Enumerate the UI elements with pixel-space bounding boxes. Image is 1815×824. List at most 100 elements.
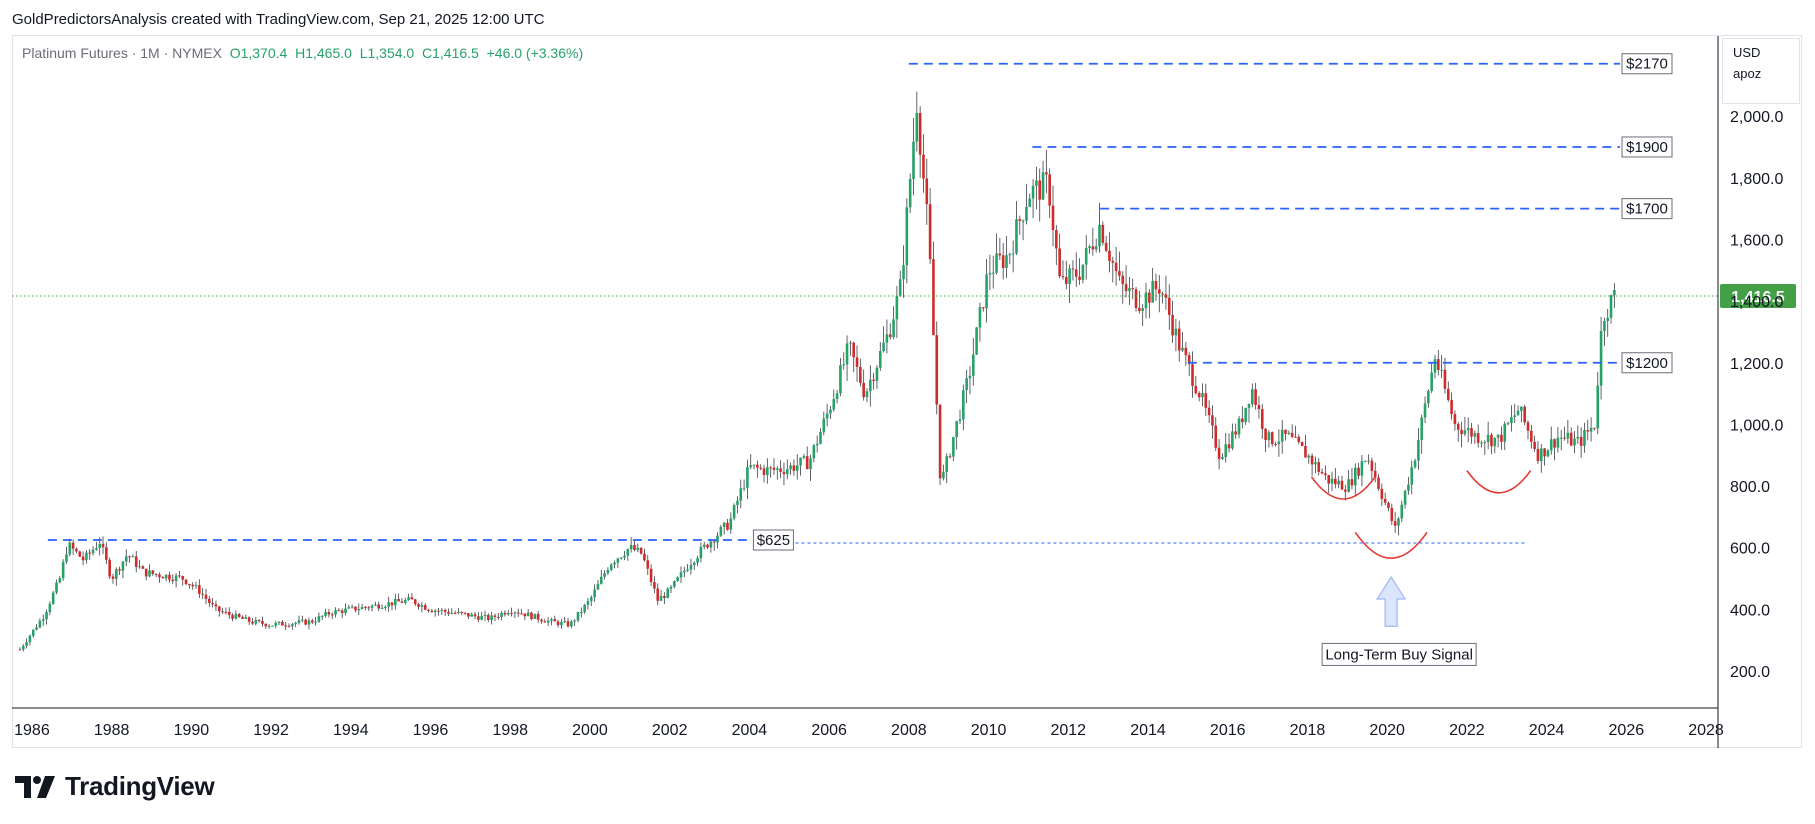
chart-frame[interactable] — [12, 35, 1802, 748]
level-label-box — [1621, 53, 1673, 75]
candle-body — [1526, 422, 1530, 431]
candle-body — [925, 178, 929, 205]
candle-body — [560, 621, 563, 626]
candle-body — [722, 522, 726, 527]
candle-body — [673, 581, 676, 587]
candle-body — [25, 642, 28, 646]
candle-body — [450, 612, 454, 614]
candle-body — [420, 605, 424, 607]
price-axis-tick: 2,000.0 — [1730, 109, 1783, 126]
candle-body — [1563, 437, 1566, 439]
candle-body — [254, 619, 258, 624]
candle-body — [802, 456, 806, 458]
candle-body — [1221, 457, 1224, 460]
level-label-box — [752, 529, 794, 551]
candle-body — [583, 604, 586, 613]
candle-body — [131, 556, 135, 558]
candle-body — [586, 601, 590, 605]
candle-body — [314, 621, 317, 623]
candle-body — [752, 464, 756, 466]
candle-body — [480, 616, 483, 620]
candle-body — [1530, 430, 1533, 442]
candle-body — [962, 390, 965, 420]
brand[interactable]: TradingView — [15, 771, 215, 802]
candle-body — [1045, 172, 1048, 175]
candle-body — [1420, 417, 1424, 441]
candle-body — [291, 624, 294, 627]
candle-body — [878, 350, 882, 368]
candle-body — [1001, 255, 1005, 269]
candle-body — [430, 610, 434, 613]
candle-body — [1074, 269, 1078, 277]
candles-layer — [18, 91, 1616, 652]
candle-body — [1383, 498, 1387, 503]
candle-body — [749, 465, 753, 468]
candle-body — [892, 319, 895, 338]
scale-settings-box[interactable]: USD apoz — [1722, 38, 1800, 104]
candle-body — [1314, 462, 1317, 465]
candle-body — [440, 609, 444, 611]
candle-body — [689, 565, 693, 570]
candle-body — [1460, 429, 1463, 435]
candle-body — [437, 610, 440, 612]
candle-body — [1549, 439, 1553, 451]
candle-body — [227, 611, 231, 616]
candle-body — [510, 612, 513, 614]
candle-body — [540, 619, 543, 622]
scale-mode-label[interactable]: apoz — [1733, 66, 1762, 81]
candle-body — [463, 612, 467, 614]
candle-body — [124, 556, 128, 562]
candle-body — [683, 570, 686, 573]
candle-body — [503, 612, 507, 615]
currency-label[interactable]: USD — [1733, 45, 1761, 60]
candle-body — [785, 469, 789, 475]
candle-body — [580, 612, 583, 614]
candle-body — [603, 573, 606, 577]
time-axis-tick: 2018 — [1290, 722, 1326, 739]
candle-body — [221, 611, 224, 613]
time-axis-tick: 1998 — [492, 722, 528, 739]
chart-attribution: GoldPredictorsAnalysis created with Trad… — [12, 11, 545, 28]
candle-body — [556, 621, 560, 626]
candle-body — [1503, 423, 1507, 442]
candle-body — [902, 265, 905, 280]
candle-body — [134, 556, 138, 568]
candle-body — [55, 582, 58, 593]
candle-body — [397, 598, 400, 602]
candle-body — [473, 614, 477, 617]
candle-body — [85, 552, 88, 561]
time-axis-tick: 2026 — [1609, 722, 1645, 739]
candle-body — [1583, 430, 1586, 446]
candle-body — [872, 379, 875, 381]
bottom-arc — [1310, 476, 1376, 500]
candle-body — [224, 611, 228, 613]
candle-body — [1088, 246, 1091, 248]
price-axis-tick: 1,800.0 — [1730, 171, 1783, 188]
time-axis-tick: 2004 — [732, 722, 768, 739]
candle-body — [161, 577, 165, 579]
candle-body — [696, 558, 699, 563]
candle-body — [330, 614, 334, 616]
candle-body — [1380, 488, 1384, 499]
candle-body — [616, 558, 620, 563]
candle-body — [1121, 275, 1125, 285]
candle-body — [805, 456, 809, 470]
candle-body — [795, 465, 799, 471]
candle-body — [1071, 268, 1075, 270]
candle-body — [576, 612, 580, 621]
candle-body — [194, 585, 198, 587]
candle-body — [487, 614, 490, 620]
candle-body — [1493, 437, 1497, 447]
candle-body — [1267, 432, 1271, 441]
candle-body — [241, 616, 244, 619]
candle-body — [400, 601, 404, 603]
candle-body — [164, 574, 168, 579]
candle-body — [706, 544, 709, 548]
candle-body — [377, 604, 381, 609]
candle-body — [1041, 172, 1045, 200]
candle-body — [699, 546, 703, 559]
candle-body — [712, 541, 716, 543]
symbol-legend[interactable]: Platinum Futures · 1M · NYMEX O1,370.4 H… — [22, 45, 583, 61]
candle-body — [274, 622, 278, 626]
